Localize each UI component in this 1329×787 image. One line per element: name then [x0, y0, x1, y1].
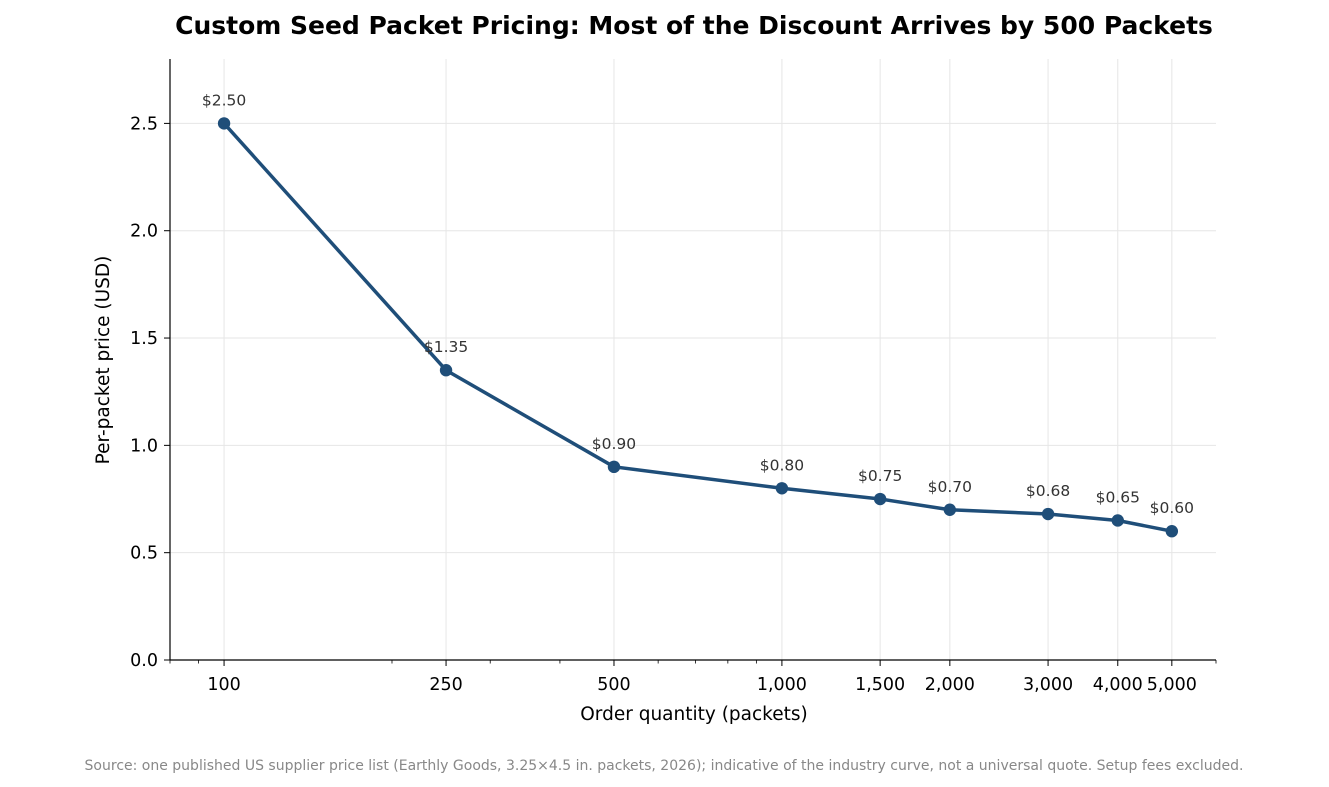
data-point-6: [1041, 507, 1055, 521]
data-points: [217, 117, 1179, 538]
data-point-5: [943, 503, 957, 516]
x-tick-label-5: 2,000: [925, 675, 975, 695]
data-point-2: [607, 460, 621, 474]
axes: [169, 59, 1216, 661]
y-tick-label-2: 1.0: [130, 436, 158, 456]
axis-ticks: 0.0 0.5 1.0 1.5 2.0 2.5 100 250 500 1,000 1,500 2,0…: [130, 114, 1217, 695]
y-axis-label: Per-packet price (USD): [93, 256, 114, 465]
data-point-0: [217, 117, 231, 130]
x-tick-label-1: 250: [429, 675, 462, 695]
data-point-8: [1165, 525, 1179, 538]
grid-lines: [170, 59, 1216, 661]
y-tick-label-1: 0.5: [130, 544, 158, 564]
data-label-3: $0.80: [760, 456, 804, 474]
y-tick-label-4: 2.0: [130, 222, 158, 242]
data-label-1: $1.35: [424, 338, 468, 356]
data-label-6: $0.68: [1026, 482, 1070, 500]
chart-title: Custom Seed Packet Pricing: Most of the …: [175, 11, 1213, 40]
source-note: Source: one published US supplier price …: [85, 758, 1244, 774]
x-tick-label-6: 3,000: [1023, 675, 1073, 695]
data-point-4: [873, 492, 887, 506]
data-point-7: [1111, 514, 1124, 527]
x-tick-label-0: 100: [207, 675, 240, 695]
data-labels: $2.50 $1.35 $0.90 $0.80 $0.75 $0.70 $0.68 $0.65…: [202, 91, 1194, 517]
y-tick-label-3: 1.5: [130, 329, 158, 349]
x-tick-label-2: 500: [597, 675, 630, 695]
data-point-1: [439, 364, 453, 377]
data-label-8: $0.60: [1150, 499, 1194, 517]
data-label-4: $0.75: [858, 467, 902, 485]
data-label-2: $0.90: [592, 435, 636, 453]
data-label-5: $0.70: [928, 478, 972, 496]
y-tick-label-0: 0.0: [130, 651, 158, 671]
x-tick-label-8: 5,000: [1147, 675, 1197, 695]
y-tick-label-5: 2.5: [130, 114, 158, 134]
x-tick-label-3: 1,000: [757, 675, 807, 695]
series-line-0: [222, 121, 1174, 533]
data-point-3: [775, 482, 789, 495]
x-axis-label: Order quantity (packets): [580, 704, 807, 725]
data-label-7: $0.65: [1096, 488, 1140, 506]
x-tick-label-4: 1,500: [855, 675, 905, 695]
series-line-group: [222, 121, 1174, 533]
data-label-0: $2.50: [202, 91, 246, 109]
x-tick-label-7: 4,000: [1093, 675, 1143, 695]
